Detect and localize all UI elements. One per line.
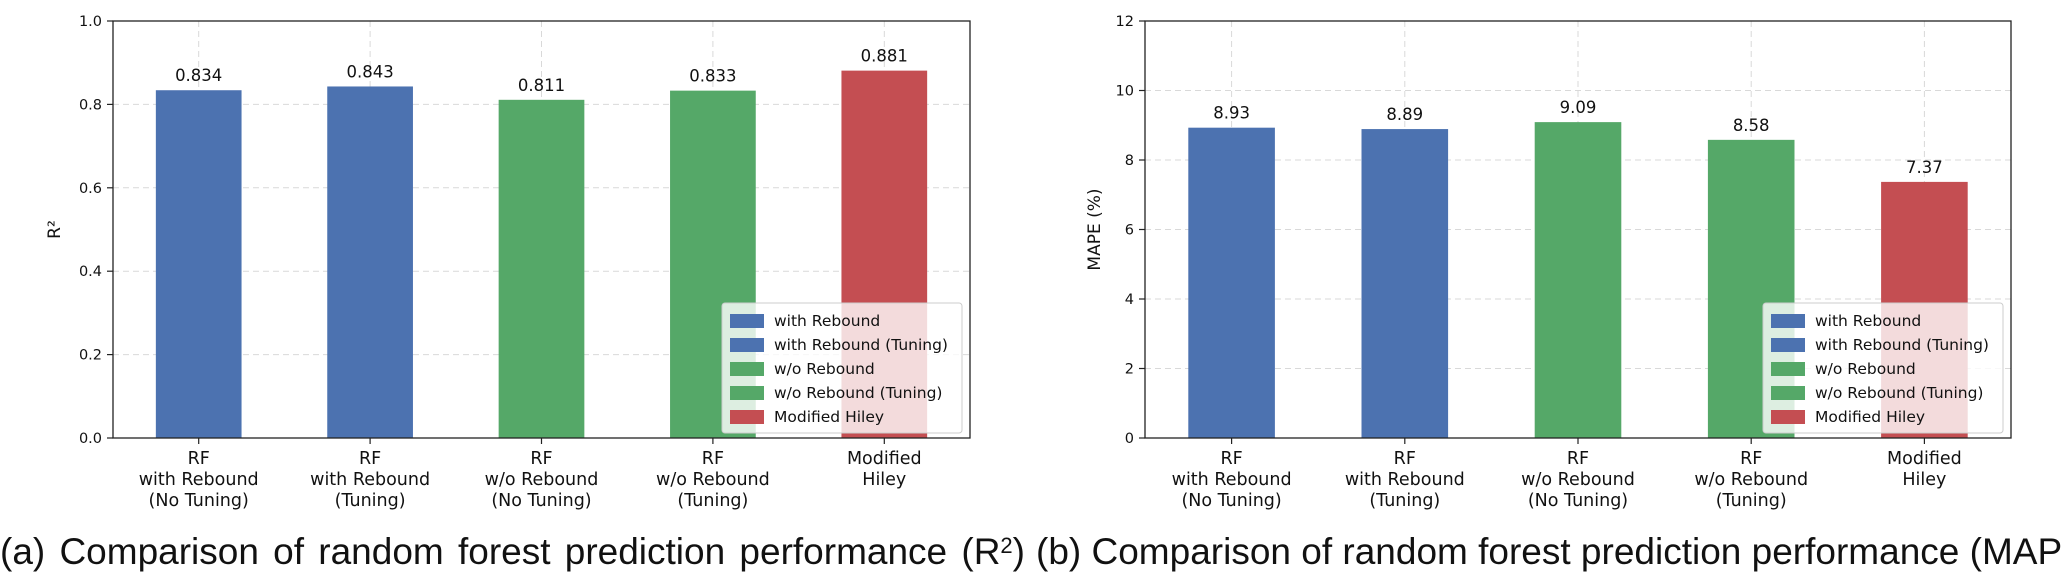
x-tick-label: Hiley (1902, 470, 1946, 490)
x-tick-label: Hiley (862, 470, 906, 490)
y-tick-label: 4 (1125, 292, 1134, 308)
legend-swatch (730, 314, 764, 328)
bar (155, 90, 242, 439)
legend-label: w/o Rebound (774, 360, 875, 378)
y-tick-label: 0 (1125, 431, 1134, 447)
y-tick-label: 8 (1125, 153, 1134, 169)
legend-swatch (1771, 362, 1805, 376)
bar-value-label: 0.843 (346, 62, 393, 81)
bar-value-label: 8.89 (1386, 105, 1423, 124)
legend-swatch (730, 386, 764, 400)
x-tick-label: RF (1220, 449, 1242, 469)
y-tick-label: 2 (1125, 362, 1134, 378)
legend-label: with Rebound (Tuning) (774, 336, 948, 354)
legend: with Rebound with Rebound (Tuning) w/o Reb… (721, 302, 963, 434)
y-tick-label: 10 (1116, 84, 1134, 100)
y-axis-label: MAPE (%) (1085, 188, 1105, 270)
legend-label: with Rebound (1815, 312, 1921, 330)
bar-value-label: 0.833 (689, 67, 736, 86)
x-tick-label: Modified (847, 449, 922, 469)
bar-value-label: 9.09 (1560, 98, 1597, 117)
legend-swatch (730, 338, 764, 352)
x-tick-label: RF (1567, 449, 1589, 469)
x-tick-label: (No Tuning) (1528, 491, 1628, 511)
bar-value-label: 0.834 (175, 66, 222, 85)
legend-swatch (1771, 386, 1805, 400)
legend-label: Modified Hiley (774, 408, 884, 426)
y-axis-label: R² (45, 220, 65, 239)
y-tick-label: 0.8 (79, 97, 102, 113)
legend-swatch (1771, 410, 1805, 424)
legend-swatch (730, 410, 764, 424)
x-tick-label: w/o Rebound (1521, 470, 1635, 490)
bar (327, 86, 413, 439)
legend-label: w/o Rebound (Tuning) (774, 384, 942, 402)
y-tick-label: 0.4 (79, 264, 102, 280)
caption-r2-superscript: 2 (1000, 533, 1013, 558)
bar-value-label: 0.881 (861, 47, 908, 66)
x-tick-label: Modified (1887, 449, 1962, 469)
legend-label: with Rebound (774, 312, 880, 330)
bar-value-label: 0.811 (518, 76, 565, 95)
x-tick-label: w/o Rebound (656, 470, 770, 490)
x-tick-label: RF (1740, 449, 1762, 469)
x-tick-label: (Tuning) (1369, 491, 1440, 511)
x-tick-label: (Tuning) (1716, 491, 1787, 511)
x-tick-label: with Rebound (1172, 470, 1292, 490)
x-tick-label: (No Tuning) (1181, 491, 1281, 511)
bar (1361, 129, 1449, 438)
y-tick-label: 12 (1116, 14, 1134, 30)
caption-r2: (a) Comparison of random forest predicti… (0, 528, 1025, 576)
bar (1188, 127, 1275, 439)
x-tick-label: RF (1394, 449, 1416, 469)
x-tick-label: RF (530, 449, 552, 469)
charts-figure: 0.834 0.843 0.811 0.833 0.881 0.0 0.2 0.4 0.6 0.8… (45, 14, 2012, 511)
legend-swatch (730, 362, 764, 376)
bar-value-label: 8.58 (1733, 116, 1770, 135)
caption-mape-text: (b) Comparison of random forest predicti… (1036, 531, 2061, 572)
bar-value-label: 7.37 (1906, 158, 1943, 177)
r2-bar-chart: 0.834 0.843 0.811 0.833 0.881 0.0 0.2 0.4 0.6 0.8… (45, 14, 971, 511)
legend-box (1762, 302, 2004, 434)
y-tick-label: 0.2 (79, 348, 102, 364)
y-tick-label: 0.6 (79, 181, 102, 197)
x-tick-label: RF (188, 449, 210, 469)
legend-label: w/o Rebound (1815, 360, 1916, 378)
x-tick-label: w/o Rebound (1694, 470, 1808, 490)
x-tick-label: RF (702, 449, 724, 469)
x-tick-label: (No Tuning) (491, 491, 591, 511)
x-tick-label: (Tuning) (677, 491, 748, 511)
bar (1534, 122, 1622, 438)
y-tick-label: 0.0 (79, 431, 102, 447)
x-tick-label: (No Tuning) (149, 491, 249, 511)
legend-label: w/o Rebound (Tuning) (1815, 384, 1983, 402)
y-tick-label: 1.0 (79, 14, 102, 30)
legend-label: Modified Hiley (1815, 408, 1925, 426)
legend-label: with Rebound (Tuning) (1815, 336, 1989, 354)
bar-value-label: 8.93 (1213, 104, 1250, 123)
caption-mape: (b) Comparison of random forest predicti… (1036, 528, 2061, 576)
legend-swatch (1771, 314, 1805, 328)
x-tick-label: with Rebound (1345, 470, 1465, 490)
caption-r2-close: ) (1012, 531, 1025, 572)
x-tick-label: RF (359, 449, 381, 469)
legend-box (721, 302, 963, 434)
x-tick-label: (Tuning) (335, 491, 406, 511)
bar (498, 99, 585, 439)
legend-swatch (1771, 338, 1805, 352)
x-tick-label: w/o Rebound (485, 470, 599, 490)
y-tick-label: 6 (1125, 223, 1134, 239)
legend: with Rebound with Rebound (Tuning) w/o Reb… (1762, 302, 2004, 434)
x-tick-label: with Rebound (139, 470, 259, 490)
caption-r2-text: (a) Comparison of random forest predicti… (0, 531, 1001, 572)
x-tick-label: with Rebound (310, 470, 430, 490)
